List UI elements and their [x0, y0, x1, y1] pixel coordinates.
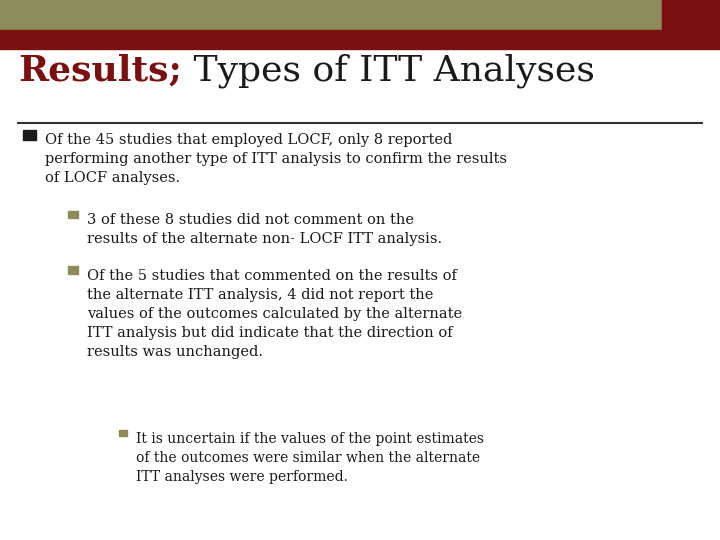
- Text: Results;: Results;: [18, 54, 182, 88]
- Bar: [119, 430, 127, 436]
- Text: Types of ITT Analyses: Types of ITT Analyses: [182, 54, 595, 89]
- Text: Of the 45 studies that employed LOCF, only 8 reported
performing another type of: Of the 45 studies that employed LOCF, on…: [45, 133, 507, 185]
- Text: Of the 5 studies that commented on the results of
the alternate ITT analysis, 4 : Of the 5 studies that commented on the r…: [87, 269, 462, 359]
- Bar: [0, 30, 720, 49]
- Bar: [23, 130, 36, 140]
- Bar: [0, 0, 662, 30]
- Bar: [68, 266, 78, 274]
- Bar: [662, 0, 720, 30]
- Bar: [68, 211, 78, 218]
- Text: It is uncertain if the values of the point estimates
of the outcomes were simila: It is uncertain if the values of the poi…: [136, 432, 484, 484]
- Text: 3 of these 8 studies did not comment on the
results of the alternate non- LOCF I: 3 of these 8 studies did not comment on …: [87, 213, 442, 246]
